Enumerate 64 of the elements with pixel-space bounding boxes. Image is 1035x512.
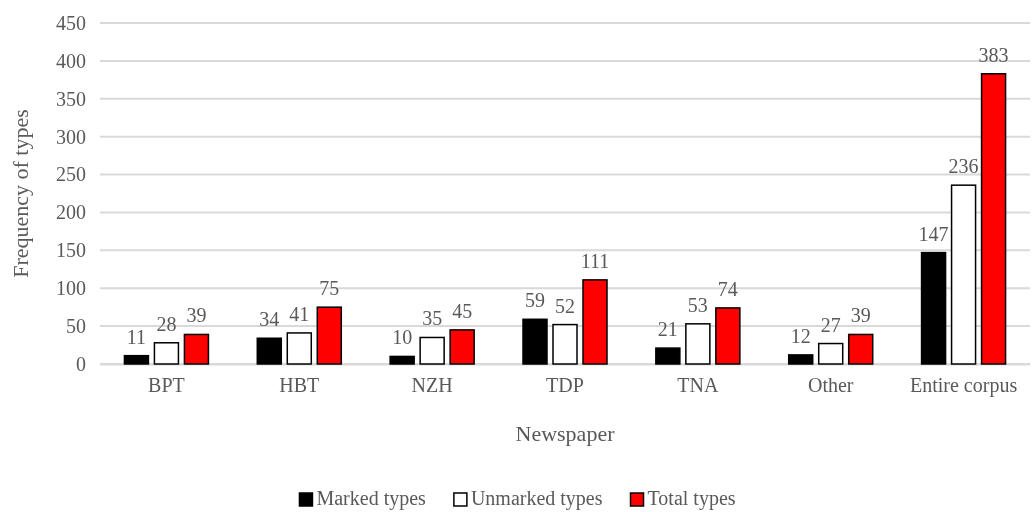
y-tick-label: 150 (56, 239, 86, 262)
bar (920, 251, 947, 365)
bar (449, 329, 475, 365)
y-tick-label: 300 (56, 125, 86, 148)
y-tick-label: 200 (56, 201, 86, 224)
bar (655, 347, 681, 365)
x-tick-label: NZH (411, 374, 453, 397)
x-axis-title: Newspaper (515, 421, 616, 446)
bar (950, 184, 977, 365)
bar (817, 342, 844, 365)
bar (256, 337, 283, 365)
bar (787, 354, 814, 365)
x-tick-label: BPT (148, 374, 185, 397)
y-tick-label: 450 (56, 11, 86, 34)
bar (389, 355, 415, 365)
data-label: 74 (717, 277, 738, 300)
bar (183, 333, 210, 365)
y-tick-label: 250 (56, 163, 86, 186)
data-label: 75 (319, 277, 340, 300)
x-tick-label: Entire corpus (909, 374, 1018, 398)
data-label: 39 (850, 304, 871, 327)
data-label: 111 (580, 249, 610, 272)
data-label: 21 (657, 318, 678, 341)
x-tick-label: HBT (279, 374, 320, 397)
bar (715, 307, 741, 365)
y-tick-label: 0 (76, 352, 86, 375)
legend-label: Marked types (316, 487, 427, 510)
data-label: 39 (186, 304, 207, 327)
bar (980, 73, 1007, 365)
x-tick-label: Other (807, 374, 854, 397)
data-label: 28 (156, 312, 177, 335)
data-label: 59 (525, 289, 545, 312)
data-label: 236 (948, 155, 979, 178)
legend-label: Unmarked types (470, 487, 603, 510)
data-label: 35 (422, 307, 443, 330)
y-tick-label: 400 (56, 49, 86, 72)
data-label: 41 (289, 302, 310, 325)
y-tick-label: 100 (56, 277, 86, 300)
legend-label: Total types (647, 487, 736, 510)
data-label: 12 (790, 324, 811, 347)
bar (316, 306, 343, 365)
x-tick-label: TDP (546, 374, 584, 397)
y-axis-title: Frequency of types (8, 109, 33, 278)
data-label: 34 (259, 308, 280, 331)
data-label: 147 (918, 222, 949, 245)
bar (552, 323, 578, 365)
data-label: 53 (687, 293, 708, 316)
data-label: 27 (820, 313, 841, 336)
bar (582, 279, 608, 365)
bar (419, 336, 445, 365)
data-label: 45 (452, 299, 473, 322)
bar (847, 333, 874, 365)
data-label: 11 (126, 325, 147, 348)
data-label: 52 (555, 294, 575, 317)
data-label: 383 (978, 43, 1009, 66)
bar (153, 342, 180, 365)
bar (522, 318, 548, 365)
bar (286, 332, 313, 365)
data-label: 10 (392, 326, 413, 349)
bar (685, 323, 711, 365)
y-tick-label: 50 (66, 315, 86, 338)
bar (123, 354, 150, 365)
x-tick-label: TNA (677, 374, 719, 397)
y-tick-label: 350 (56, 87, 86, 110)
